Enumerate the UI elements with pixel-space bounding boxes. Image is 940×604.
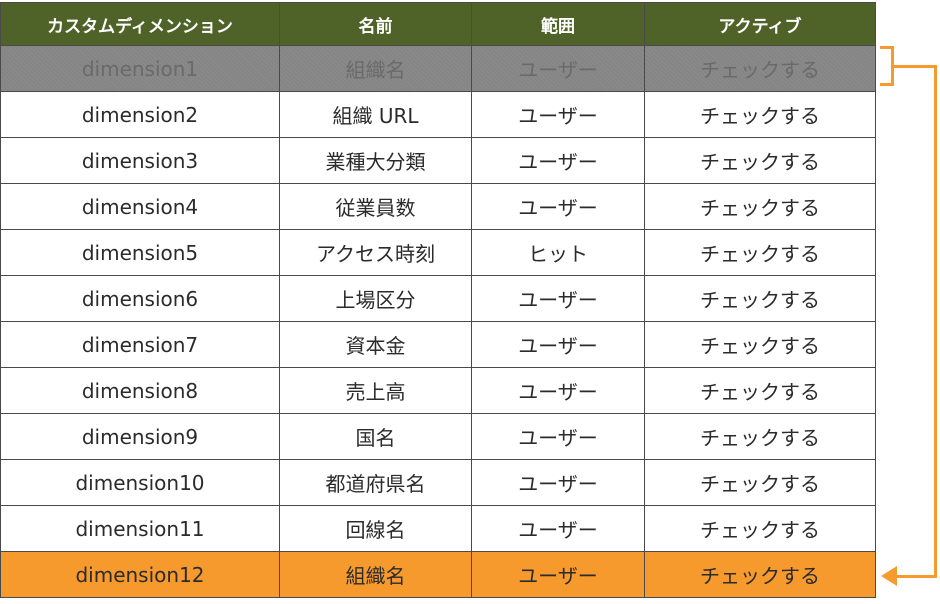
cell-scope: ユーザー [471,413,645,460]
header-row: カスタムディメンション 名前 範囲 アクティブ [0,2,876,46]
cell-name: 資本金 [279,321,472,368]
table-row: dimension9 国名 ユーザー チェックする [0,413,876,460]
header-active: アクティブ [644,2,876,46]
cell-dimension: dimension7 [0,321,280,368]
table-row: dimension12 組織名 ユーザー チェックする [0,551,876,598]
cell-name: アクセス時刻 [279,229,472,276]
cell-active: チェックする [644,367,876,414]
table-row: dimension7 資本金 ユーザー チェックする [0,321,876,368]
cell-name: 回線名 [279,505,472,552]
cell-dimension: dimension10 [0,459,280,506]
cell-scope: ユーザー [471,183,645,230]
cell-active: チェックする [644,321,876,368]
cell-active: チェックする [644,275,876,322]
cell-active: チェックする [644,551,876,598]
cell-name: 国名 [279,413,472,460]
header-scope: 範囲 [471,2,645,46]
custom-dimensions-table: カスタムディメンション 名前 範囲 アクティブ dimension1 組織名 ユ… [0,2,876,598]
table-row: dimension6 上場区分 ユーザー チェックする [0,275,876,322]
table-row: dimension2 組織 URL ユーザー チェックする [0,91,876,138]
cell-scope: ヒット [471,229,645,276]
cell-active: チェックする [644,137,876,184]
cell-dimension: dimension3 [0,137,280,184]
cell-name: 組織名 [279,551,472,598]
cell-dimension: dimension9 [0,413,280,460]
bracket-shape [880,46,894,86]
cell-active: チェックする [644,183,876,230]
cell-dimension: dimension6 [0,275,280,322]
cell-name: 従業員数 [279,183,472,230]
cell-active: チェックする [644,459,876,506]
cell-scope: ユーザー [471,551,645,598]
cell-dimension: dimension11 [0,505,280,552]
table-row: dimension10 都道府県名 ユーザー チェックする [0,459,876,506]
table-row: dimension5 アクセス時刻 ヒット チェックする [0,229,876,276]
arrow-line-top [893,65,937,68]
cell-active: チェックする [644,505,876,552]
cell-name: 業種大分類 [279,137,472,184]
cell-dimension: dimension2 [0,91,280,138]
cell-active: チェックする [644,91,876,138]
cell-scope: ユーザー [471,321,645,368]
cell-scope: ユーザー [471,275,645,322]
cell-dimension: dimension8 [0,367,280,414]
cell-dimension: dimension1 [0,45,280,92]
table-row: dimension11 回線名 ユーザー チェックする [0,505,876,552]
cell-active: チェックする [644,413,876,460]
cell-name: 売上高 [279,367,472,414]
header-custom-dimension: カスタムディメンション [0,2,280,46]
cell-active: チェックする [644,45,876,92]
table-row: dimension8 売上高 ユーザー チェックする [0,367,876,414]
cell-dimension: dimension4 [0,183,280,230]
cell-scope: ユーザー [471,459,645,506]
cell-dimension: dimension5 [0,229,280,276]
table-row: dimension3 業種大分類 ユーザー チェックする [0,137,876,184]
cell-name: 組織名 [279,45,472,92]
cell-scope: ユーザー [471,367,645,414]
header-name: 名前 [279,2,472,46]
cell-name: 組織 URL [279,91,472,138]
arrow-head-icon [881,566,897,586]
cell-scope: ユーザー [471,505,645,552]
table-row: dimension4 従業員数 ユーザー チェックする [0,183,876,230]
cell-scope: ユーザー [471,45,645,92]
cell-scope: ユーザー [471,91,645,138]
arrow-line-bottom [895,575,937,578]
table-row: dimension1 組織名 ユーザー チェックする [0,45,876,92]
cell-scope: ユーザー [471,137,645,184]
cell-name: 上場区分 [279,275,472,322]
arrow-line-vertical [934,65,937,578]
cell-name: 都道府県名 [279,459,472,506]
cell-dimension: dimension12 [0,551,280,598]
cell-active: チェックする [644,229,876,276]
